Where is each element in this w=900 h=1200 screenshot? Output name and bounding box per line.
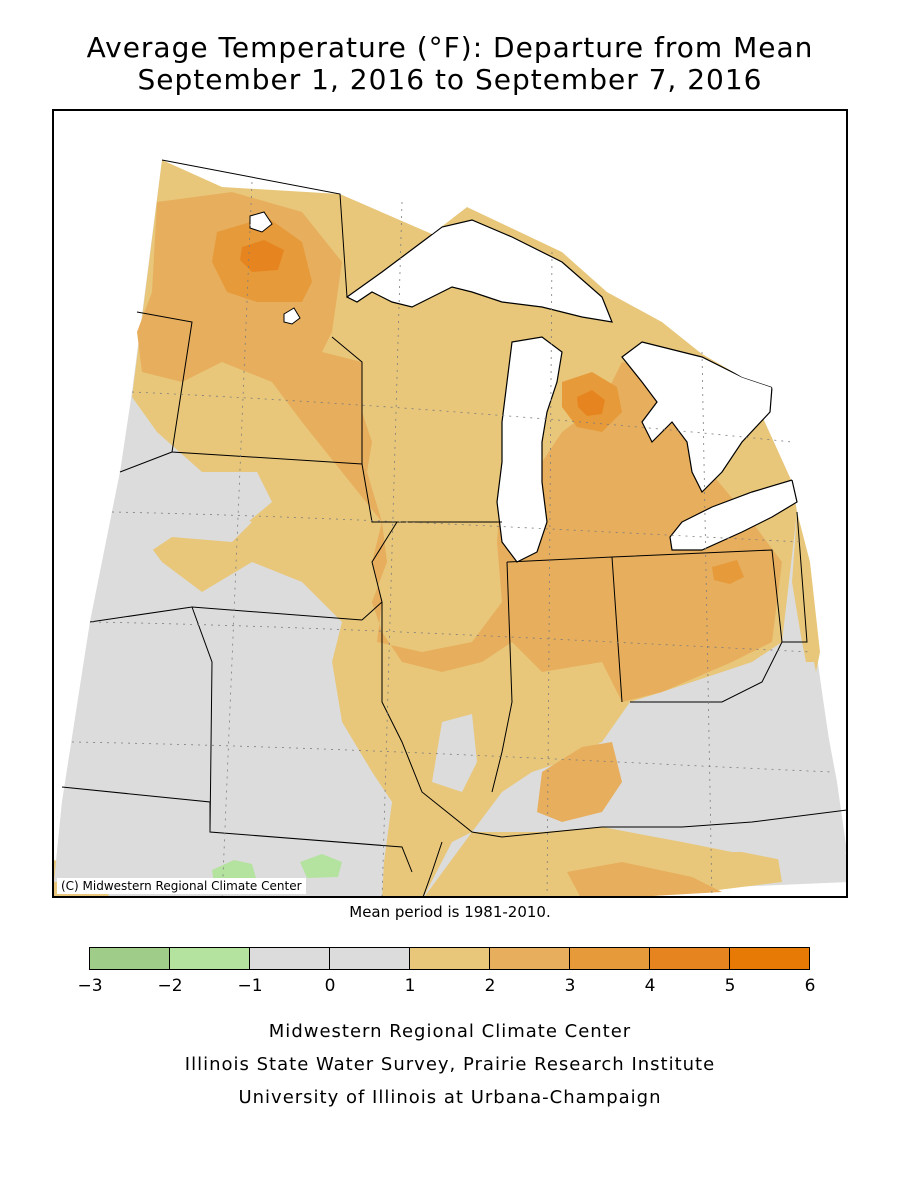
- temperature-departure-map: [54, 111, 846, 896]
- copyright-label: (C) Midwestern Regional Climate Center: [57, 878, 306, 894]
- map-date-range: September 1, 2016 to September 7, 2016: [137, 63, 763, 96]
- darker-orange-minnesota-core: [240, 240, 284, 272]
- near-normal-south: [432, 714, 477, 792]
- lake-superior: [345, 219, 613, 323]
- cool-patch-2: [300, 854, 342, 878]
- orange-ohio-patch: [712, 560, 744, 584]
- map-panel: [52, 109, 848, 898]
- legend-tick-label: −3: [77, 976, 103, 996]
- legend-swatch: [489, 947, 570, 970]
- lake-of-the-woods: [249, 211, 273, 233]
- near-normal-west: [54, 472, 392, 882]
- lake-erie: [669, 479, 798, 551]
- graticule: [71, 181, 833, 896]
- legend-tick-label: 6: [804, 976, 816, 996]
- legend-tick-label: 4: [644, 976, 656, 996]
- legend-tick-label: −1: [237, 976, 263, 996]
- lake-michigan: [496, 336, 563, 563]
- credit-line-2: Illinois State Water Survey, Prairie Res…: [184, 1054, 716, 1075]
- legend-swatch: [409, 947, 490, 970]
- legend-tick-label: 0: [324, 976, 336, 996]
- legend-bar: [89, 947, 810, 970]
- legend-swatch: [569, 947, 650, 970]
- legend-tick-label: 1: [404, 976, 416, 996]
- orange-south-blob: [537, 742, 622, 822]
- legend-swatch: [729, 947, 810, 970]
- canada-area: [162, 111, 846, 480]
- legend-swatch: [169, 947, 250, 970]
- legend-tick-label: 3: [564, 976, 576, 996]
- credit-line-1: Midwestern Regional Climate Center: [268, 1021, 632, 1042]
- darker-orange-michigan-core: [577, 390, 605, 416]
- mean-period-note: Mean period is 1981-2010.: [349, 903, 551, 921]
- legend-swatch: [89, 947, 170, 970]
- legend-swatch: [649, 947, 730, 970]
- credit-line-3: University of Illinois at Urbana-Champai…: [238, 1087, 662, 1108]
- legend-tick-label: 5: [724, 976, 736, 996]
- legend-tick-label: −2: [157, 976, 183, 996]
- near-normal-southeast: [622, 662, 846, 862]
- state-boundaries: [61, 159, 846, 896]
- legend-swatch: [249, 947, 330, 970]
- map-title: Average Temperature (°F): Departure from…: [86, 31, 814, 64]
- orange-south-blob-2: [567, 862, 722, 896]
- tan-east-region: [792, 512, 827, 742]
- color-legend: [89, 947, 810, 970]
- legend-swatch: [329, 947, 410, 970]
- upper-red-lake: [283, 307, 301, 325]
- legend-tick-label: 2: [484, 976, 496, 996]
